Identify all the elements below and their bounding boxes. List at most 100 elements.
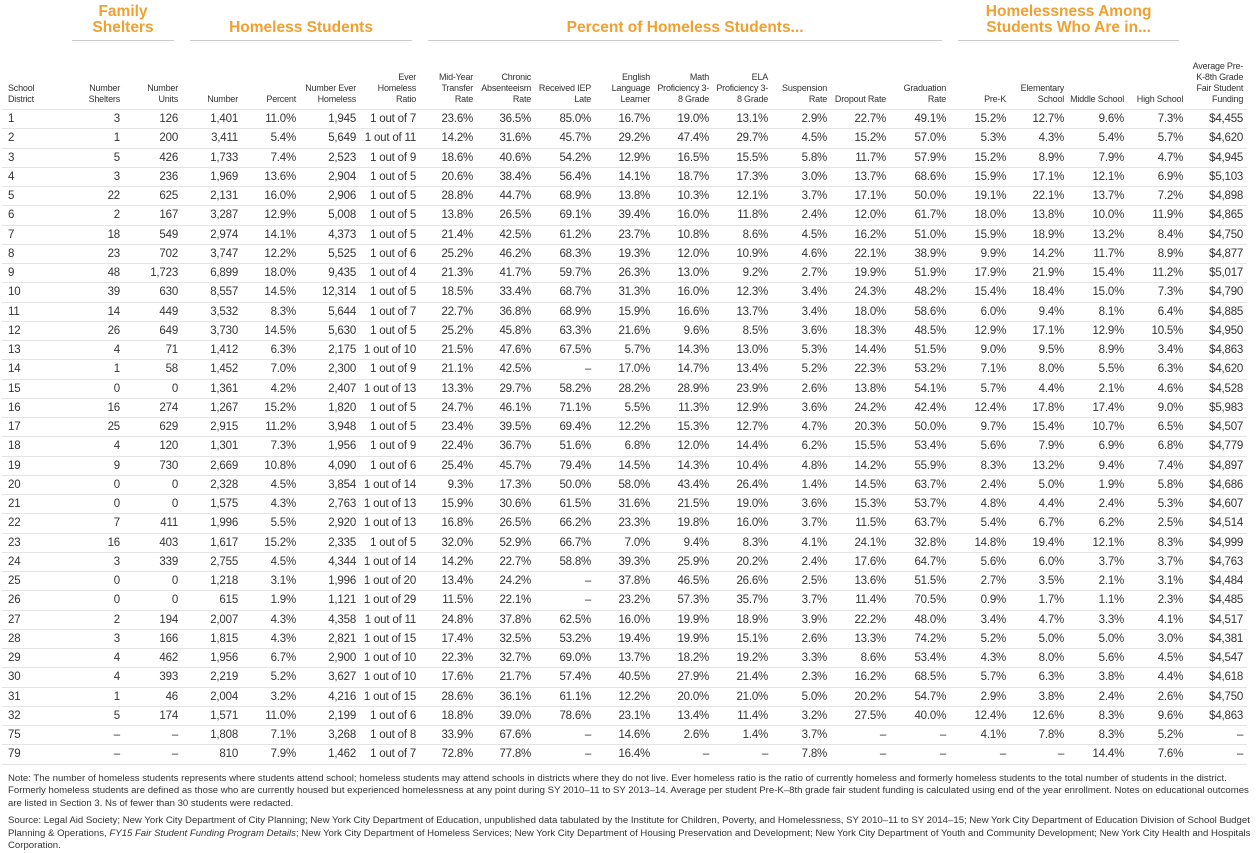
data-cell: – [831,745,890,764]
data-cell: $4,885 [1187,303,1247,322]
district-cell: 13 [2,341,64,360]
data-cell: 6.0% [1010,553,1068,572]
data-cell: 17.8% [1010,399,1068,418]
data-cell: 13.8% [1010,206,1068,225]
data-cell: 10.8% [242,457,300,476]
data-cell: 1,401 [182,109,242,129]
data-cell: 16 [64,399,124,418]
data-cell: 5.6% [950,437,1010,456]
data-cell: 5.5% [1068,360,1128,379]
data-cell: $4,620 [1187,360,1247,379]
data-cell: 19.8% [654,514,713,533]
data-cell: 51.0% [890,226,950,245]
data-cell: 1,956 [182,649,242,668]
data-cell: 5.4% [950,514,1010,533]
column-header: Mid-Year Transfer Rate [420,45,477,109]
data-cell: 3,730 [182,322,242,341]
data-cell: 64.7% [890,553,950,572]
data-cell: 85.0% [535,109,595,129]
data-cell: 4.3% [242,630,300,649]
data-cell: 39.4% [595,206,654,225]
data-cell: 38.9% [890,245,950,264]
data-cell: 167 [124,206,182,225]
data-cell: 21.5% [654,495,713,514]
data-cell: 14.2% [420,553,477,572]
data-cell: 68.5% [890,668,950,687]
data-cell: 625 [124,187,182,206]
data-cell: 18.3% [831,322,890,341]
data-cell: 4.7% [1128,149,1187,168]
data-cell: 3.9% [772,611,831,630]
data-cell: 5 [64,707,124,726]
data-cell: 22.4% [420,437,477,456]
data-cell: 14.7% [654,360,713,379]
data-cell: 61.5% [535,495,595,514]
data-cell: 1,121 [300,591,360,610]
data-cell: 53.7% [890,495,950,514]
data-cell: 2.7% [950,572,1010,591]
data-cell: 7.9% [242,745,300,764]
data-cell: 702 [124,245,182,264]
data-cell: 51.6% [535,437,595,456]
column-header: High School [1128,45,1187,109]
data-cell: 5.5% [595,399,654,418]
data-cell: 54.1% [890,380,950,399]
data-cell: 8.9% [1010,149,1068,168]
district-cell: 19 [2,457,64,476]
data-cell: 18.2% [654,649,713,668]
data-cell: 15.4% [1068,264,1128,283]
column-header: Chronic Absenteeism Rate [477,45,535,109]
column-header: Math Proficiency 3-8 Grade [654,45,713,109]
data-cell: 1,723 [124,264,182,283]
data-cell: 1 out of 5 [360,168,420,187]
data-cell: 615 [182,591,242,610]
data-cell: 4.8% [950,495,1010,514]
district-cell: 26 [2,591,64,610]
district-cell: 25 [2,572,64,591]
data-cell: 51.5% [890,341,950,360]
data-cell: 19.9% [831,264,890,283]
data-cell: 67.5% [535,341,595,360]
data-cell: $5,983 [1187,399,1247,418]
data-cell: 14.3% [654,457,713,476]
data-cell: 67.6% [477,726,535,745]
column-header: Percent [242,45,300,109]
data-cell: 57.3% [654,591,713,610]
data-cell: 17.0% [595,360,654,379]
data-cell: 12,314 [300,283,360,302]
data-cell: 36.7% [477,437,535,456]
data-cell: 68.3% [535,245,595,264]
data-cell: 14.4% [831,341,890,360]
data-cell: 9.0% [950,341,1010,360]
data-cell: 23.2% [595,591,654,610]
data-cell: 9.6% [1068,109,1128,129]
data-cell: 12.4% [950,707,1010,726]
data-cell: 28.6% [420,688,477,707]
data-cell: $4,620 [1187,129,1247,148]
data-cell: 23.9% [713,380,772,399]
data-cell: 1 out of 7 [360,303,420,322]
data-cell: 14.4% [1068,745,1128,764]
data-cell: 4.6% [1128,380,1187,399]
data-cell: 3.6% [772,495,831,514]
data-cell: 1,820 [300,399,360,418]
data-cell: 7.1% [950,360,1010,379]
data-cell: 29.7% [713,129,772,148]
data-cell: 1,412 [182,341,242,360]
data-cell: 31.3% [595,283,654,302]
data-cell: 3.7% [772,187,831,206]
data-cell: 53.2% [535,630,595,649]
data-cell: 10.4% [713,457,772,476]
data-cell: 22.3% [420,649,477,668]
data-cell: $4,763 [1187,553,1247,572]
column-header: English Language Learner [595,45,654,109]
data-cell: 8,557 [182,283,242,302]
data-cell: 55.9% [890,457,950,476]
data-cell: 194 [124,611,182,630]
data-cell: 3 [64,168,124,187]
data-cell: 4.5% [242,553,300,572]
data-cell: $4,999 [1187,534,1247,553]
data-cell: 21.1% [420,360,477,379]
